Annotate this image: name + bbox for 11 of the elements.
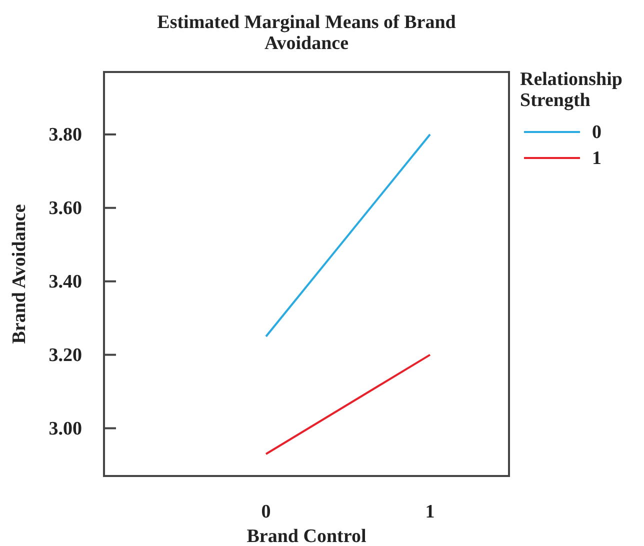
chart-title: Estimated Marginal Means of Brand Avoidance	[157, 12, 456, 54]
legend-label: 0	[592, 122, 602, 143]
legend-title: Relationship Strength	[520, 69, 622, 111]
y-tick-label: 3.20	[48, 344, 82, 366]
y-tick-label: 3.40	[48, 271, 82, 292]
y-axis-title: Brand Avoidance	[9, 204, 30, 344]
x-axis-title: Brand Control	[246, 526, 366, 546]
legend-label: 1	[592, 148, 602, 169]
y-tick-label: 3.60	[48, 198, 82, 219]
y-tick-label: 3.80	[48, 124, 82, 146]
y-tick-label: 3.00	[48, 418, 82, 440]
